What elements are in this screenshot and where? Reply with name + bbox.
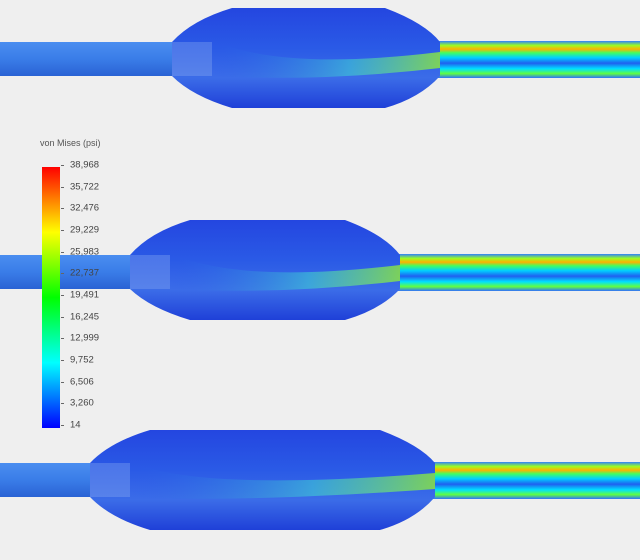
legend-tick-label: 35,722 (70, 181, 100, 193)
legend-tick-mark (61, 165, 64, 166)
balloon-neck (172, 42, 212, 76)
balloon-stress-band (170, 257, 400, 291)
balloon-body (130, 220, 400, 320)
balloon-neck (90, 463, 130, 497)
stressed-tube-section (420, 41, 640, 78)
legend-tick-label: 14 (70, 419, 81, 431)
legend-tick-mark (61, 360, 64, 361)
legend-tick-mark (61, 273, 64, 275)
legend-tick-mark (61, 316, 64, 318)
balloon-neck (130, 255, 170, 289)
legend-tick-label: 16,245 (70, 311, 100, 323)
legend-tick-mark (61, 186, 64, 188)
legend-tick-mark (61, 230, 64, 231)
stressed-tube-section (415, 462, 640, 499)
balloon-stress-band (130, 465, 435, 499)
catheter-tube (0, 42, 182, 76)
balloon-body (172, 8, 440, 108)
legend-tick-label: 25,983 (70, 246, 100, 258)
stressed-tube-section (380, 254, 640, 291)
catheter-tube (0, 463, 100, 497)
legend-tick-label: 32,476 (70, 202, 100, 214)
legend-tick-label: 19,491 (70, 289, 100, 301)
legend-tick-mark (61, 381, 64, 383)
balloon-stress-band (212, 44, 440, 78)
legend-tick-mark (61, 208, 64, 210)
legend-tick-label: 12,999 (70, 332, 100, 344)
legend-tick-mark (61, 403, 64, 405)
balloon-body (90, 430, 435, 530)
legend-tick-label: 38,968 (70, 159, 100, 171)
legend-tick-mark (61, 338, 64, 340)
catheter-tube (0, 255, 140, 289)
legend-tick-label: 3,260 (70, 397, 94, 409)
legend-tick-mark (61, 425, 64, 426)
legend-tick-label: 6,506 (70, 376, 94, 388)
legend-tick-mark (61, 251, 64, 253)
legend-tick-label: 9,752 (70, 354, 94, 366)
legend-tick-mark (61, 295, 64, 296)
legend-colorbar (42, 167, 60, 428)
legend-tick-label: 29,229 (70, 224, 100, 236)
legend-tick-label: 22,737 (70, 267, 100, 279)
legend-title: von Mises (psi) (40, 138, 101, 148)
